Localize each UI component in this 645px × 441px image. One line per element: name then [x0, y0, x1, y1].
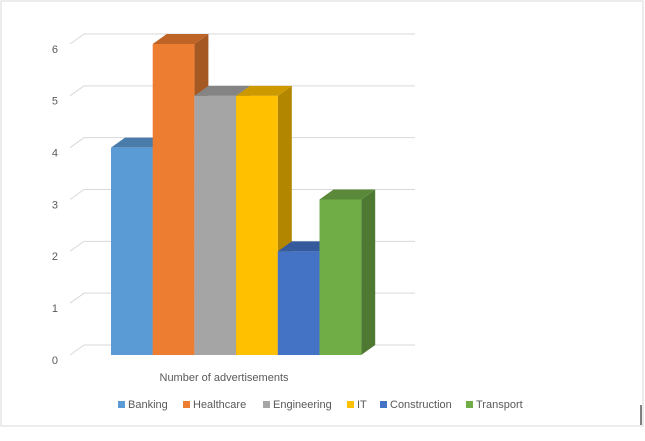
bar-top — [319, 189, 376, 200]
bar — [319, 189, 376, 355]
legend-label: IT — [357, 399, 367, 411]
y-tick-label: 4 — [52, 148, 58, 160]
y-tick-label: 5 — [52, 96, 58, 108]
legend-label: Construction — [390, 399, 452, 411]
bar-top — [194, 85, 251, 96]
bar-front — [236, 95, 278, 355]
legend-swatch — [380, 401, 387, 408]
legend-label: Healthcare — [193, 399, 246, 411]
legend-swatch — [263, 401, 270, 408]
legend-swatch — [118, 401, 125, 408]
legend-label: Banking — [128, 399, 168, 411]
grid-line — [69, 85, 415, 97]
grid-line — [69, 33, 415, 45]
y-tick-label: 3 — [52, 199, 58, 211]
bar-front — [277, 251, 320, 355]
bar-front — [194, 95, 237, 355]
bar-front — [111, 147, 153, 355]
bar-front — [152, 44, 195, 355]
x-tick-label: Number of advertisements — [160, 372, 289, 384]
bar-side — [361, 189, 376, 355]
y-tick-label: 0 — [52, 355, 58, 367]
legend-swatch — [183, 401, 190, 408]
legend-label: Transport — [476, 399, 523, 411]
grid-line — [69, 137, 415, 149]
legend-label: Engineering — [273, 399, 332, 411]
grid-line — [69, 189, 415, 200]
bar-front — [319, 199, 362, 355]
y-tick-label: 2 — [52, 251, 58, 263]
legend-swatch — [347, 401, 354, 408]
y-tick-label: 6 — [52, 44, 58, 56]
bar-top — [152, 34, 209, 44]
y-tick-label: 1 — [52, 303, 58, 315]
bar-top — [236, 85, 292, 96]
legend-swatch — [466, 401, 473, 408]
